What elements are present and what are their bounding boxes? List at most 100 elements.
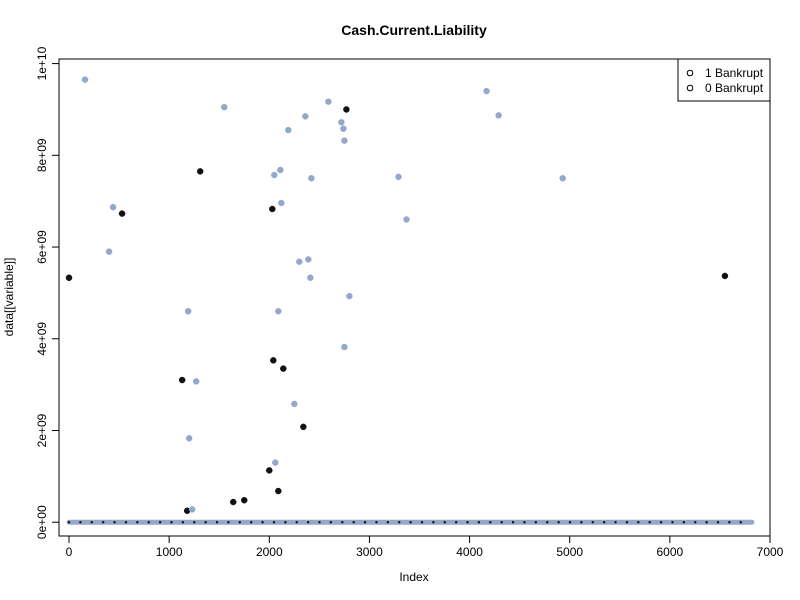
point-bankrupt-0: [285, 126, 292, 134]
baseline-point-bankrupt-1: [67, 521, 71, 524]
y-tick-label: 6e+09: [35, 230, 49, 264]
baseline-point-bankrupt-1: [546, 521, 549, 524]
y-tick-label: 8e+09: [35, 138, 49, 172]
point-bankrupt-1: [65, 274, 73, 282]
baseline-point-bankrupt-1: [284, 521, 287, 524]
x-tick-label: 1000: [156, 545, 183, 559]
legend-marker-bankrupt-0: [686, 84, 694, 92]
point-bankrupt-1: [300, 423, 307, 431]
baseline-point-bankrupt-1: [432, 521, 435, 524]
point-bankrupt-1: [178, 376, 186, 384]
y-tick-label: 1e+10: [35, 46, 49, 80]
x-tick-label: 6000: [657, 545, 684, 559]
plot-frame: [58, 58, 771, 537]
baseline-point-bankrupt-1: [477, 521, 481, 524]
point-bankrupt-0: [559, 175, 566, 182]
baseline-point-bankrupt-1: [272, 521, 276, 524]
baseline-point-bankrupt-1: [398, 521, 401, 524]
baseline-point-bankrupt-1: [648, 521, 651, 524]
baseline-point-bankrupt-1: [614, 521, 617, 524]
baseline-point-bankrupt-1: [489, 521, 492, 524]
point-bankrupt-1: [229, 498, 237, 506]
point-bankrupt-1: [270, 357, 277, 364]
baseline-point-bankrupt-1: [204, 521, 207, 524]
point-bankrupt-0: [188, 506, 196, 513]
x-axis: 0 1000 2000 3000 4000 5000 6000 7000: [66, 536, 784, 559]
point-bankrupt-0: [340, 125, 347, 132]
point-bankrupt-1: [280, 365, 287, 372]
series-bankrupt-0: [81, 76, 566, 513]
baseline-point-bankrupt-1: [557, 521, 560, 524]
y-tick-label: 0e+00: [35, 505, 49, 539]
point-bankrupt-0: [220, 103, 228, 111]
chart-title: Cash.Current.Liability: [341, 22, 487, 38]
baseline-point-bankrupt-1: [363, 521, 367, 524]
baseline-point-bankrupt-1: [215, 521, 219, 524]
baseline-point-bankrupt-1: [671, 521, 674, 524]
baseline-point-bankrupt-1: [318, 521, 321, 524]
baseline-point-bankrupt-1: [580, 521, 583, 524]
point-bankrupt-1: [721, 272, 729, 280]
baseline-point-bankrupt-1: [375, 521, 378, 524]
baseline-point-bankrupt-1: [124, 521, 128, 524]
point-bankrupt-0: [296, 258, 303, 265]
baseline-point-bankrupt-1: [249, 521, 253, 524]
point-bankrupt-0: [341, 137, 348, 144]
baseline-point-bankrupt-1: [306, 521, 310, 524]
x-tick-label: 4000: [456, 545, 483, 559]
baseline-point-bankrupt-1: [409, 521, 412, 524]
point-bankrupt-1: [343, 106, 350, 113]
baseline-point-bankrupt-1: [113, 521, 116, 524]
baseline-point-bankrupt-1: [500, 521, 503, 524]
point-bankrupt-0: [325, 98, 332, 105]
baseline-point-bankrupt-1: [568, 521, 572, 524]
point-bankrupt-1: [269, 205, 276, 213]
legend-label-bankrupt-0: 0 Bankrupt: [705, 81, 764, 95]
legend-marker-bankrupt-1: [686, 69, 694, 77]
baseline-point-bankrupt-1: [238, 521, 242, 524]
point-bankrupt-0: [105, 248, 113, 255]
baseline-point-bankrupt-1: [694, 521, 697, 524]
baseline-point-bankrupt-1: [329, 521, 333, 524]
point-bankrupt-0: [483, 87, 490, 95]
point-bankrupt-0: [185, 435, 193, 442]
baseline-point-bankrupt-1: [101, 521, 105, 524]
baseline-point-bankrupt-1: [682, 521, 686, 524]
legend: 1 Bankrupt 0 Bankrupt: [677, 58, 771, 102]
baseline-point-bankrupt-1: [591, 521, 594, 524]
point-bankrupt-0: [271, 171, 278, 179]
y-axis: 0e+00 2e+09 4e+09 6e+09 8e+09 1e+10: [35, 46, 59, 539]
baseline-point-bankrupt-1: [158, 521, 162, 524]
baseline-point-bankrupt-1: [295, 521, 298, 524]
baseline-point-bankrupt-1: [147, 521, 150, 524]
baseline-point-bankrupt-1: [659, 521, 663, 524]
data-points: [65, 76, 729, 515]
baseline-point-bankrupt-1: [523, 521, 526, 524]
baseline-point-bankrupt-1: [181, 521, 185, 524]
x-tick-label: 0: [66, 545, 73, 559]
baseline-point-bankrupt-1: [352, 521, 355, 524]
baseline-point-bankrupt-1: [341, 521, 344, 524]
baseline-point-bankrupt-1: [90, 521, 93, 524]
baseline-point-bankrupt-1: [466, 521, 469, 524]
y-axis-label: data[[variable]]: [2, 258, 16, 337]
point-bankrupt-0: [307, 274, 314, 282]
x-axis-label: Index: [399, 570, 428, 584]
point-bankrupt-0: [81, 76, 89, 83]
baseline-point-bankrupt-1: [386, 521, 390, 524]
point-bankrupt-0: [346, 292, 353, 300]
point-bankrupt-0: [277, 166, 284, 174]
x-tick-label: 7000: [757, 545, 784, 559]
point-bankrupt-0: [291, 400, 298, 408]
point-bankrupt-1: [275, 487, 282, 495]
x-tick-label: 5000: [556, 545, 583, 559]
y-tick-label: 4e+09: [35, 322, 49, 356]
baseline-point-bankrupt-1: [705, 521, 708, 524]
point-bankrupt-0: [275, 308, 282, 315]
legend-box: [677, 58, 771, 102]
point-bankrupt-0: [395, 173, 402, 181]
baseline-point-bankrupt-1: [728, 521, 731, 524]
point-bankrupt-0: [272, 459, 279, 466]
baseline-point-bankrupt-1: [443, 521, 446, 524]
